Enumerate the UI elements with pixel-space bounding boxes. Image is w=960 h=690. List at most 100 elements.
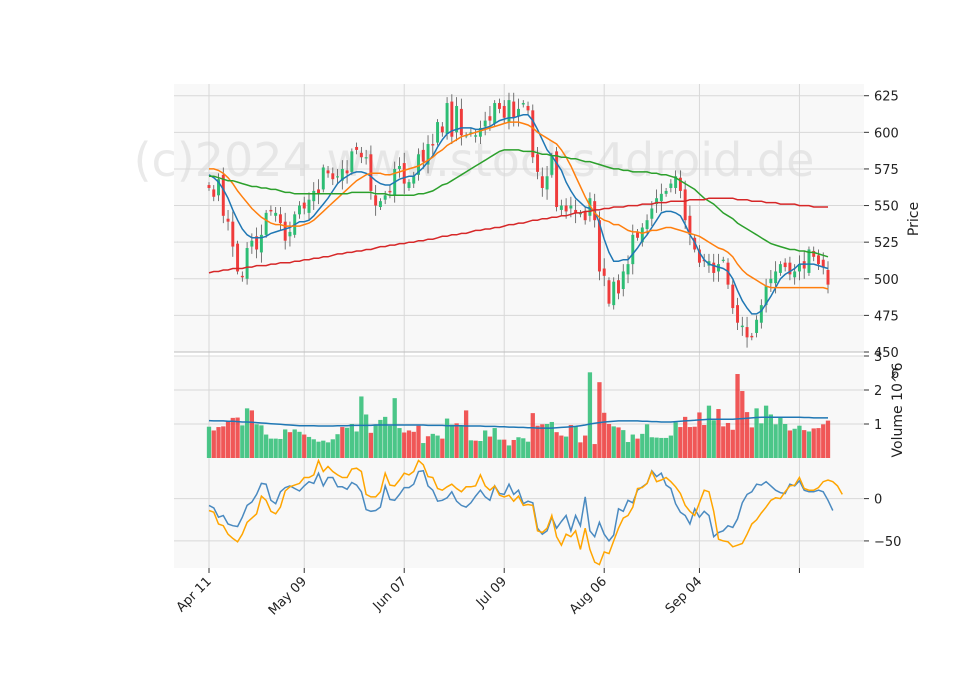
volume-bar xyxy=(292,429,297,458)
volume-bar xyxy=(778,417,783,458)
oscillator-tick-label: 0 xyxy=(874,493,882,508)
candle-body xyxy=(602,268,606,276)
candle-body xyxy=(212,189,216,197)
candle-body xyxy=(407,182,411,188)
candle-body xyxy=(374,195,378,206)
grid-lines xyxy=(174,84,864,568)
candle-body xyxy=(626,264,630,275)
candle-body xyxy=(483,120,487,127)
price-tick-label: 475 xyxy=(874,309,899,324)
volume-bar xyxy=(249,410,254,458)
candle-body xyxy=(274,212,278,216)
candle-body xyxy=(697,249,701,263)
oscillator-panel xyxy=(174,458,864,568)
price-tick-label: 500 xyxy=(874,273,899,288)
volume-bar xyxy=(535,425,540,458)
price-tick-label: 550 xyxy=(874,200,899,215)
candle-body xyxy=(326,170,330,174)
volume-bar xyxy=(397,428,402,458)
oscillator-slow-line xyxy=(208,458,843,566)
candle-body xyxy=(269,209,273,212)
volume-bar xyxy=(787,430,793,458)
candle-body xyxy=(617,280,620,294)
candle-body xyxy=(783,262,787,268)
candle-body xyxy=(455,105,459,133)
candle-body xyxy=(736,305,740,323)
volume-bar xyxy=(354,431,359,458)
volume-bar xyxy=(735,374,740,458)
candle-body xyxy=(278,214,282,224)
volume-bar xyxy=(644,424,650,458)
candle-body xyxy=(769,278,773,284)
volume-bar xyxy=(683,416,688,458)
candle-body xyxy=(340,168,344,181)
candle-body xyxy=(512,101,516,118)
candle-body xyxy=(531,110,535,158)
candle-body xyxy=(555,151,559,208)
volume-bar xyxy=(763,405,769,458)
volume-bar xyxy=(783,424,788,458)
candle-body xyxy=(688,215,692,235)
volume-bar xyxy=(502,439,507,458)
candle-body xyxy=(288,231,292,237)
volume-bar xyxy=(235,417,240,458)
volume-bar xyxy=(640,433,645,458)
ma-200-line xyxy=(208,197,828,274)
candle-body xyxy=(712,262,716,273)
volume-bar xyxy=(592,444,597,458)
ma-fast-line xyxy=(208,114,829,315)
x-tick-label: Sep 04 xyxy=(663,574,706,617)
candle-body xyxy=(302,202,306,209)
volume-bar xyxy=(440,438,445,458)
volume-bar xyxy=(278,438,283,458)
candle-body xyxy=(417,154,420,175)
candle-body xyxy=(750,335,754,338)
candle-body xyxy=(759,305,763,323)
price-tick-label: 575 xyxy=(874,163,899,178)
volume-bar xyxy=(387,425,393,458)
volume-bar xyxy=(254,424,259,458)
volume-bar xyxy=(773,424,778,458)
volume-bar xyxy=(492,428,497,458)
candle-body xyxy=(674,176,678,188)
volume-bar xyxy=(340,427,345,458)
volume-bar xyxy=(563,436,569,458)
volume-bar xyxy=(725,422,731,458)
volume-bar xyxy=(225,420,231,458)
volume-bar xyxy=(554,432,559,458)
volume-bar xyxy=(744,412,750,458)
price-tick-label: 450 xyxy=(874,346,899,361)
candle-body xyxy=(797,264,801,272)
candle-body xyxy=(450,101,454,137)
volume-bar xyxy=(668,435,674,458)
candle-body xyxy=(802,261,806,269)
candle-body xyxy=(683,189,687,221)
volume-series xyxy=(206,372,831,458)
volume-bar xyxy=(530,413,535,458)
candle-body xyxy=(431,144,435,146)
candle-body xyxy=(226,218,230,222)
candle-body xyxy=(364,157,368,159)
candle-body xyxy=(469,132,473,134)
candle-body xyxy=(631,234,635,265)
volume-bar xyxy=(454,423,459,458)
oscillator-series xyxy=(208,458,843,566)
ma-long-line xyxy=(209,149,829,258)
candle-body xyxy=(397,166,401,169)
candle-body xyxy=(655,198,659,205)
volume-bar xyxy=(635,438,640,458)
volume-bar xyxy=(740,391,745,458)
volume-bar xyxy=(321,440,326,458)
candle-body xyxy=(350,151,354,172)
candle-body xyxy=(255,236,259,250)
candle-body xyxy=(645,220,649,229)
candle-body xyxy=(502,105,506,118)
candle-body xyxy=(478,127,482,137)
volume-bar xyxy=(630,434,635,458)
candle-body xyxy=(726,262,730,285)
oscillator-fast-line xyxy=(208,469,834,543)
candle-body xyxy=(517,108,520,117)
volume-bar xyxy=(816,428,821,458)
candle-body xyxy=(621,271,625,290)
volume-bar xyxy=(511,439,516,458)
